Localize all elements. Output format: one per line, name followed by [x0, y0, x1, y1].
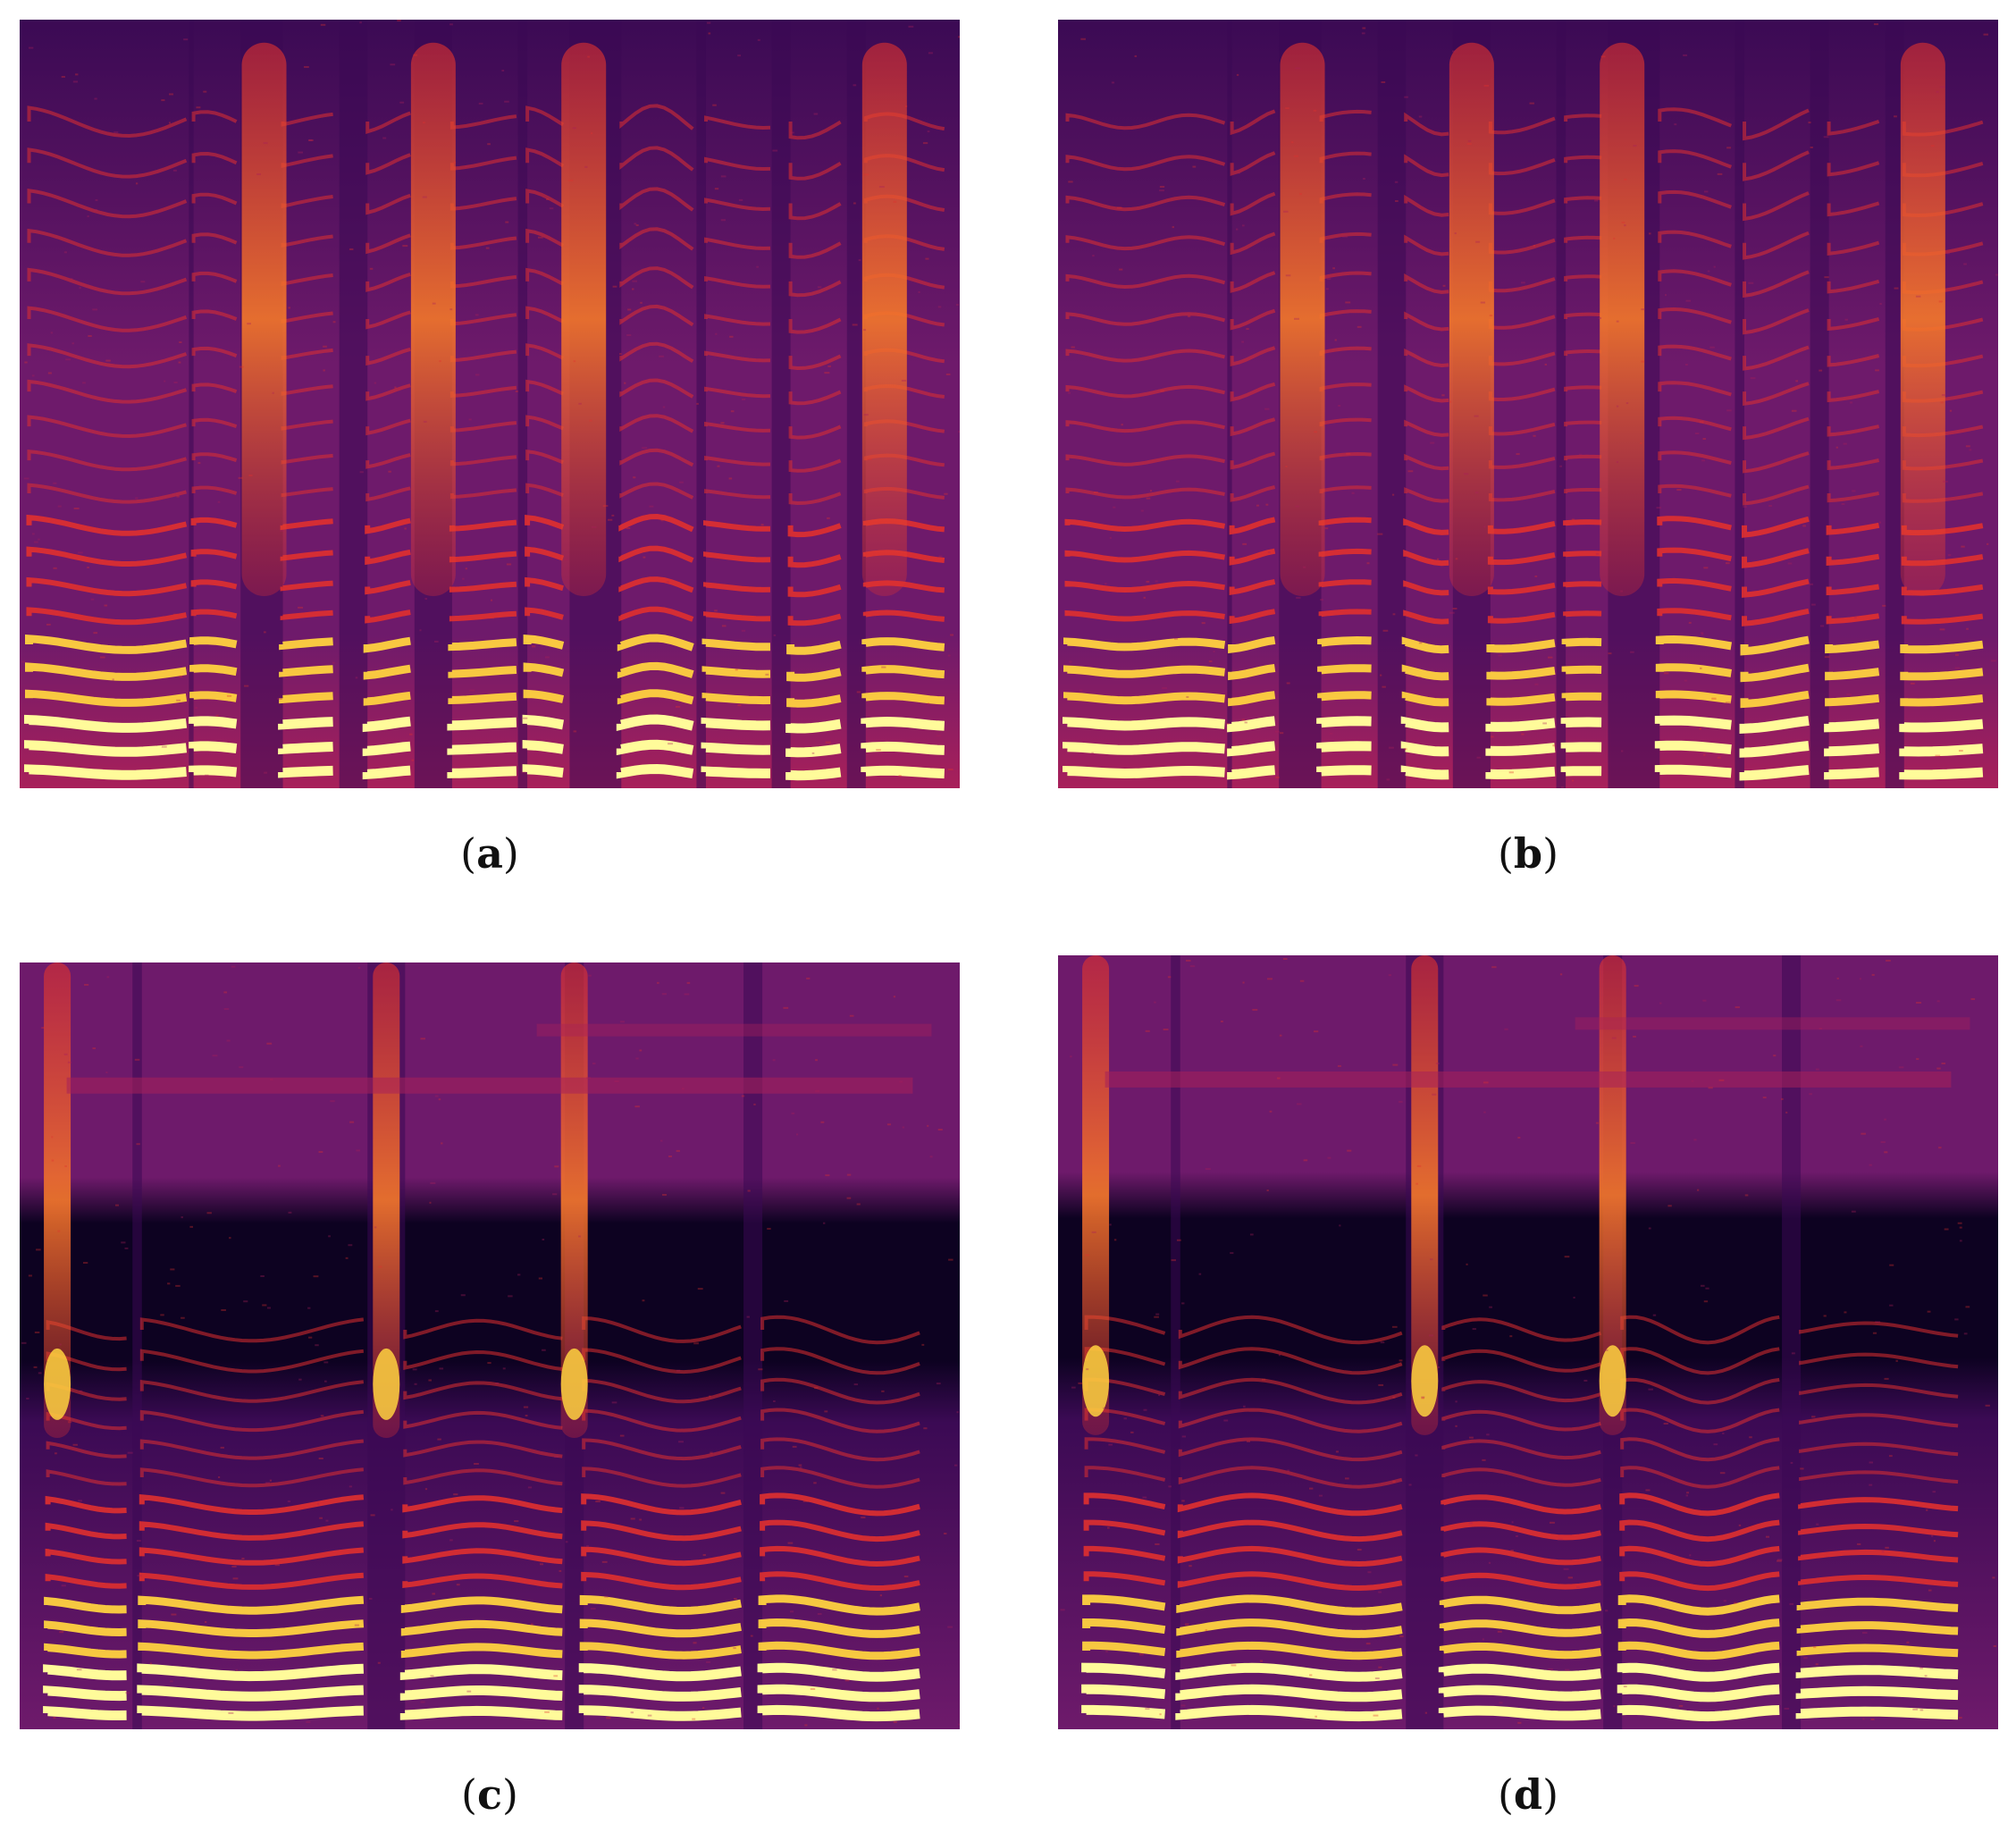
spectrogram-c: [20, 962, 960, 1729]
spectrogram-a: [20, 20, 960, 788]
caption-a: (a): [460, 829, 519, 878]
caption-d: (d): [1497, 1770, 1559, 1819]
spectrogram-d: [1058, 955, 1998, 1729]
caption-b: (b): [1497, 829, 1559, 878]
caption-c: (c): [461, 1770, 518, 1819]
spectrogram-b: [1058, 20, 1998, 788]
